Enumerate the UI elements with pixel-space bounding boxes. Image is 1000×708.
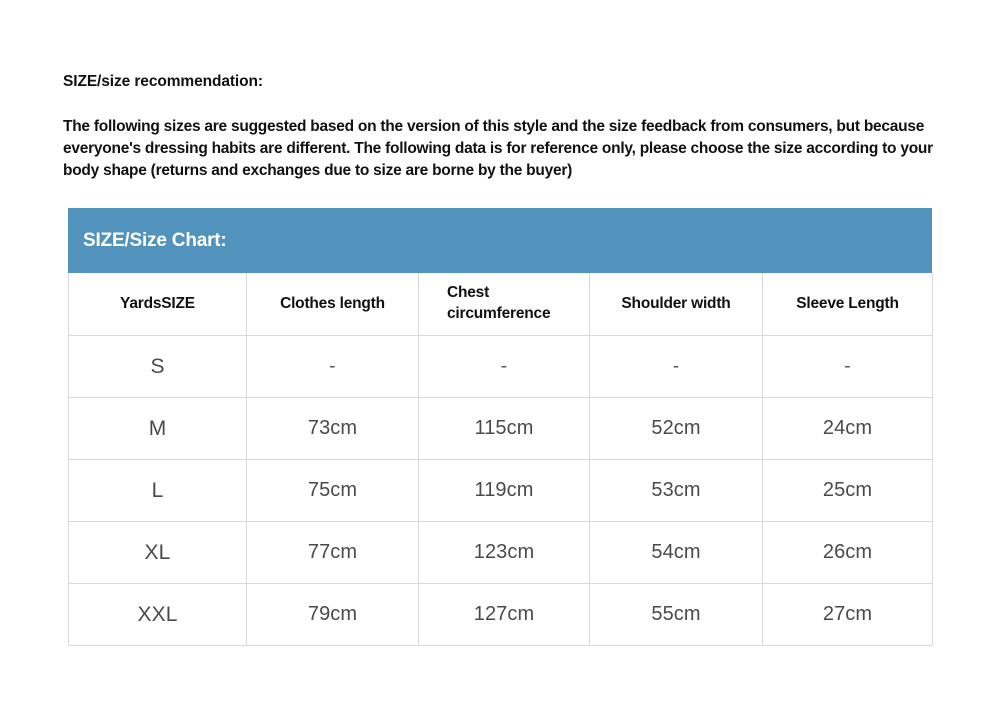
intro-block: SIZE/size recommendation: The following …: [63, 72, 943, 182]
size-chart-container: SIZE/Size Chart: YardsSIZE Clothes lengt…: [68, 208, 933, 646]
cell-shoulder-width: 55cm: [589, 583, 763, 646]
column-header-yards-size: YardsSIZE: [68, 273, 247, 336]
cell-sleeve-length: 24cm: [762, 397, 933, 460]
column-header-clothes-length: Clothes length: [246, 273, 419, 336]
size-chart-banner-title: SIZE/Size Chart:: [83, 229, 227, 251]
cell-chest-circumference: 119cm: [418, 459, 590, 522]
table-header-row: YardsSIZE Clothes length Chest circumfer…: [68, 273, 933, 336]
cell-clothes-length: 75cm: [246, 459, 419, 522]
cell-chest-circumference: -: [418, 335, 590, 398]
cell-shoulder-width: -: [589, 335, 763, 398]
column-header-shoulder-width: Shoulder width: [589, 273, 763, 336]
cell-sleeve-length: 25cm: [762, 459, 933, 522]
table-row: L 75cm 119cm 53cm 25cm: [68, 459, 933, 522]
page-title: SIZE/size recommendation:: [63, 73, 263, 90]
cell-shoulder-width: 54cm: [589, 521, 763, 584]
size-chart-table: YardsSIZE Clothes length Chest circumfer…: [68, 273, 933, 646]
cell-shoulder-width: 52cm: [589, 397, 763, 460]
cell-sleeve-length: 26cm: [762, 521, 933, 584]
cell-sleeve-length: 27cm: [762, 583, 933, 646]
cell-clothes-length: 73cm: [246, 397, 419, 460]
cell-clothes-length: -: [246, 335, 419, 398]
table-row: S - - - -: [68, 335, 933, 398]
intro-paragraph: The following sizes are suggested based …: [63, 118, 933, 180]
cell-sleeve-length: -: [762, 335, 933, 398]
size-chart-banner: SIZE/Size Chart:: [68, 208, 932, 273]
cell-chest-circumference: 115cm: [418, 397, 590, 460]
cell-size: S: [68, 335, 247, 398]
cell-size: L: [68, 459, 247, 522]
cell-chest-circumference: 123cm: [418, 521, 590, 584]
cell-shoulder-width: 53cm: [589, 459, 763, 522]
table-row: XL 77cm 123cm 54cm 26cm: [68, 521, 933, 584]
cell-clothes-length: 79cm: [246, 583, 419, 646]
column-header-sleeve-length: Sleeve Length: [762, 273, 933, 336]
cell-chest-circumference: 127cm: [418, 583, 590, 646]
cell-clothes-length: 77cm: [246, 521, 419, 584]
cell-size: XXL: [68, 583, 247, 646]
table-row: XXL 79cm 127cm 55cm 27cm: [68, 583, 933, 646]
cell-size: M: [68, 397, 247, 460]
column-header-chest-circumference: Chest circumference: [418, 273, 590, 336]
table-row: M 73cm 115cm 52cm 24cm: [68, 397, 933, 460]
cell-size: XL: [68, 521, 247, 584]
